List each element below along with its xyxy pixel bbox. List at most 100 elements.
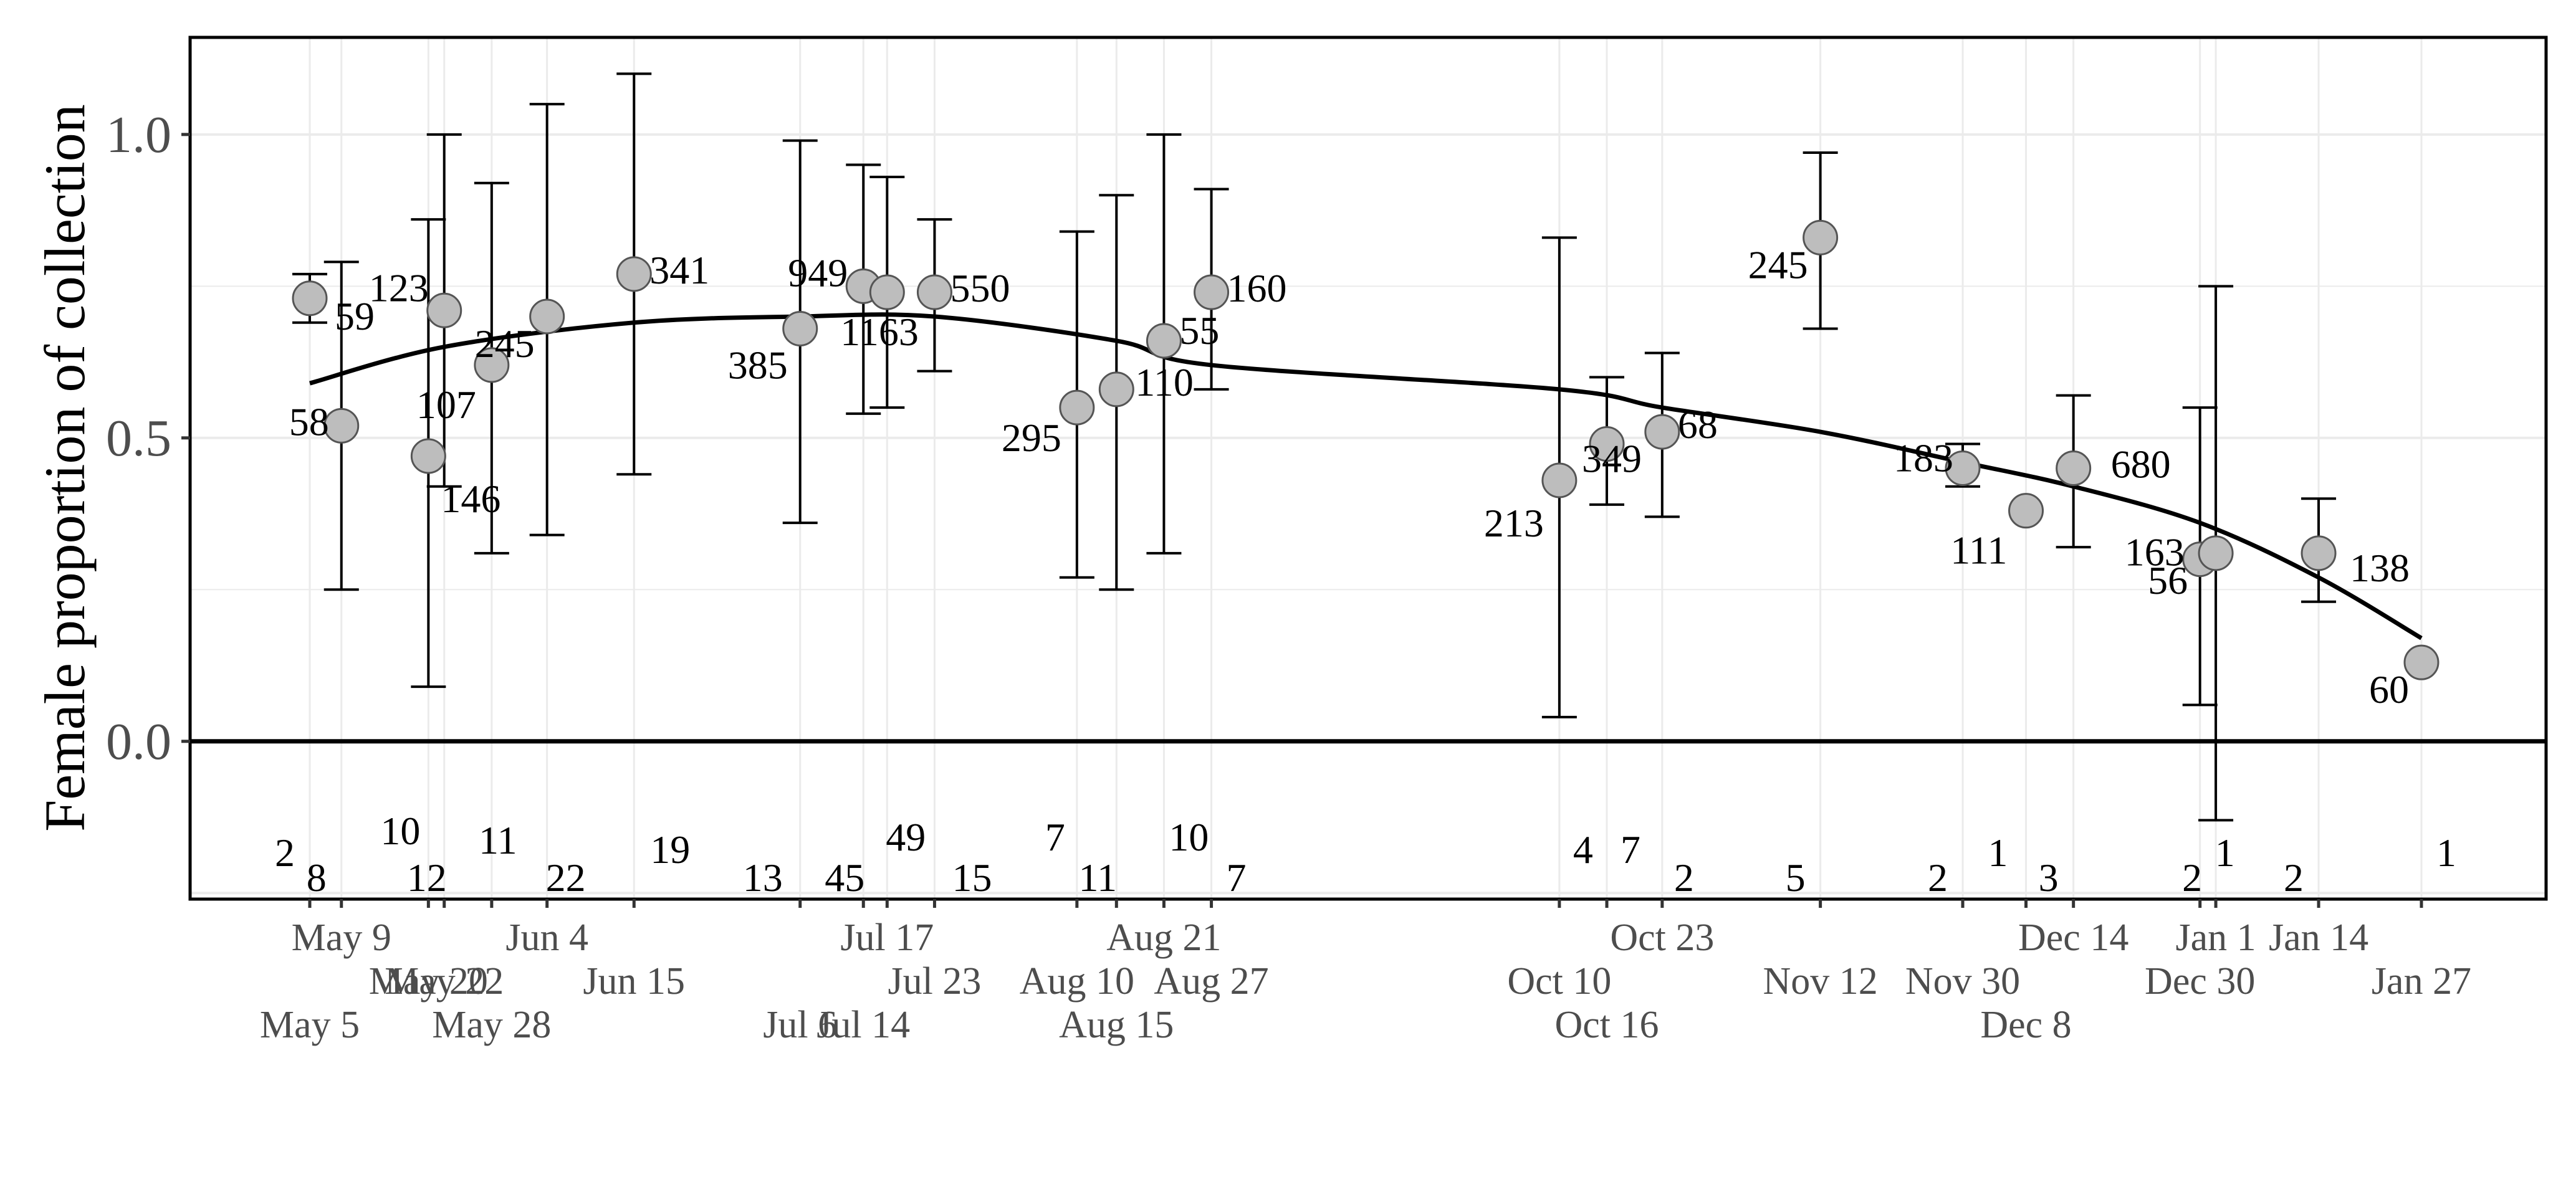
x-tick-label: Jun 4 bbox=[505, 917, 588, 959]
point-n-label: 107 bbox=[416, 383, 476, 427]
data-point bbox=[782, 310, 818, 346]
collection-count-label: 1 bbox=[2436, 831, 2456, 875]
point-n-label: 56 bbox=[2148, 558, 2188, 603]
trend-line bbox=[309, 312, 2423, 641]
data-point bbox=[1541, 462, 1578, 498]
x-tick-label: Jul 17 bbox=[840, 917, 934, 959]
data-point bbox=[1059, 389, 1095, 426]
x-tick-label: Jul 14 bbox=[816, 1004, 910, 1046]
collection-count-label: 49 bbox=[886, 815, 926, 859]
point-n-label: 1163 bbox=[840, 310, 919, 354]
data-point bbox=[1194, 274, 1230, 310]
data-point bbox=[2008, 493, 2044, 529]
collection-count-label: 12 bbox=[407, 855, 447, 900]
data-point bbox=[1945, 450, 1981, 486]
x-tick-label: Jun 15 bbox=[583, 960, 685, 1003]
trend-line-group bbox=[309, 312, 2423, 641]
collection-count-label: 22 bbox=[546, 855, 586, 900]
collection-count-label: 11 bbox=[1078, 855, 1117, 900]
x-tick-label: Nov 12 bbox=[1763, 960, 1877, 1003]
x-tick-label: May 5 bbox=[260, 1004, 360, 1046]
x-tick-label: Nov 30 bbox=[1905, 960, 2020, 1003]
point-n-label: 550 bbox=[950, 266, 1010, 310]
collection-count-label: 7 bbox=[1227, 855, 1247, 900]
data-point bbox=[2301, 535, 2337, 571]
data-point bbox=[1098, 371, 1134, 407]
x-tick-label: Jul 6 bbox=[763, 1004, 837, 1046]
data-point bbox=[616, 256, 652, 292]
x-tick-label: Jan 1 bbox=[2176, 917, 2256, 959]
point-n-label: 183 bbox=[1894, 436, 1953, 480]
y-axis: 0.0 0.5 1.0 bbox=[106, 106, 190, 771]
x-tick-label: Aug 21 bbox=[1106, 917, 1221, 959]
point-n-label: 245 bbox=[1748, 242, 1808, 287]
x-tick-label: Aug 10 bbox=[1020, 960, 1134, 1003]
collection-count-label: 2 bbox=[2182, 855, 2202, 900]
data-point bbox=[869, 274, 905, 310]
collection-count-label: 2 bbox=[1928, 855, 1948, 900]
point-n-label: 146 bbox=[441, 477, 500, 521]
data-point bbox=[2403, 644, 2440, 680]
collection-count-label: 8 bbox=[307, 855, 327, 900]
point-n-label: 160 bbox=[1227, 266, 1287, 310]
x-tick-label: Jan 14 bbox=[2269, 917, 2368, 959]
data-point bbox=[916, 274, 952, 310]
point-n-label: 68 bbox=[1678, 403, 1718, 447]
y-tick-label: 0.5 bbox=[106, 409, 171, 467]
point-n-label: 213 bbox=[1484, 501, 1544, 545]
collection-count-label: 2 bbox=[2284, 855, 2304, 900]
point-n-label: 295 bbox=[1002, 416, 1061, 460]
x-tick-label: Dec 30 bbox=[2145, 960, 2255, 1003]
point-n-label: 123 bbox=[369, 265, 429, 310]
x-tick-label: May 28 bbox=[432, 1004, 551, 1046]
plot-border bbox=[188, 36, 2548, 901]
point-labels-group: 59 58 146 123 107 245 341 385 949 1163 550 295 110 55… bbox=[289, 242, 2410, 712]
collection-count-label: 1 bbox=[2215, 831, 2235, 875]
x-tick-label: Jan 27 bbox=[2372, 960, 2471, 1003]
y-tick-label: 1.0 bbox=[106, 106, 171, 164]
data-point bbox=[1589, 426, 1625, 462]
data-point bbox=[426, 292, 462, 328]
data-point bbox=[2198, 535, 2234, 571]
y-tick-label: 0.0 bbox=[106, 713, 171, 771]
error-bars-group bbox=[292, 72, 2337, 822]
collection-count-label: 2 bbox=[1674, 855, 1694, 900]
y-axis-label: Female proportion of collection bbox=[33, 104, 97, 832]
point-n-label: 110 bbox=[1135, 360, 1194, 404]
x-tick-label: Dec 14 bbox=[2018, 917, 2128, 959]
collection-count-label: 2 bbox=[275, 831, 295, 875]
x-tick-label: Jul 23 bbox=[888, 960, 982, 1003]
data-point bbox=[323, 407, 360, 444]
point-n-label: 163 bbox=[2125, 530, 2185, 574]
data-point bbox=[1146, 323, 1182, 359]
data-point bbox=[1803, 219, 1839, 255]
collection-count-label: 1 bbox=[1988, 831, 2008, 875]
collection-count-label: 7 bbox=[1621, 827, 1640, 872]
point-n-label: 111 bbox=[1950, 528, 2007, 573]
x-tick-label: May 9 bbox=[292, 917, 391, 959]
data-point bbox=[292, 280, 328, 317]
grid-lines bbox=[190, 37, 2546, 899]
data-point bbox=[529, 298, 565, 335]
collection-count-label: 4 bbox=[1573, 827, 1593, 872]
point-n-label: 245 bbox=[475, 322, 535, 366]
data-point bbox=[410, 438, 446, 474]
x-tick-label: May 22 bbox=[385, 960, 504, 1003]
x-tick-label: Oct 10 bbox=[1507, 960, 1611, 1003]
x-tick-label: Oct 16 bbox=[1555, 1004, 1659, 1046]
point-n-label: 949 bbox=[788, 250, 848, 295]
point-n-label: 58 bbox=[289, 399, 329, 444]
point-n-label: 60 bbox=[2369, 667, 2409, 712]
points-group bbox=[292, 219, 2440, 680]
collection-count-label: 13 bbox=[743, 855, 783, 900]
point-n-label: 55 bbox=[1179, 308, 1219, 353]
data-point bbox=[474, 347, 510, 383]
collection-count-label: 3 bbox=[2039, 855, 2059, 900]
x-tick-label: May 20 bbox=[369, 960, 488, 1003]
point-n-label: 680 bbox=[2111, 442, 2171, 487]
collection-count-label: 5 bbox=[1786, 855, 1806, 900]
point-n-label: 59 bbox=[335, 294, 375, 338]
